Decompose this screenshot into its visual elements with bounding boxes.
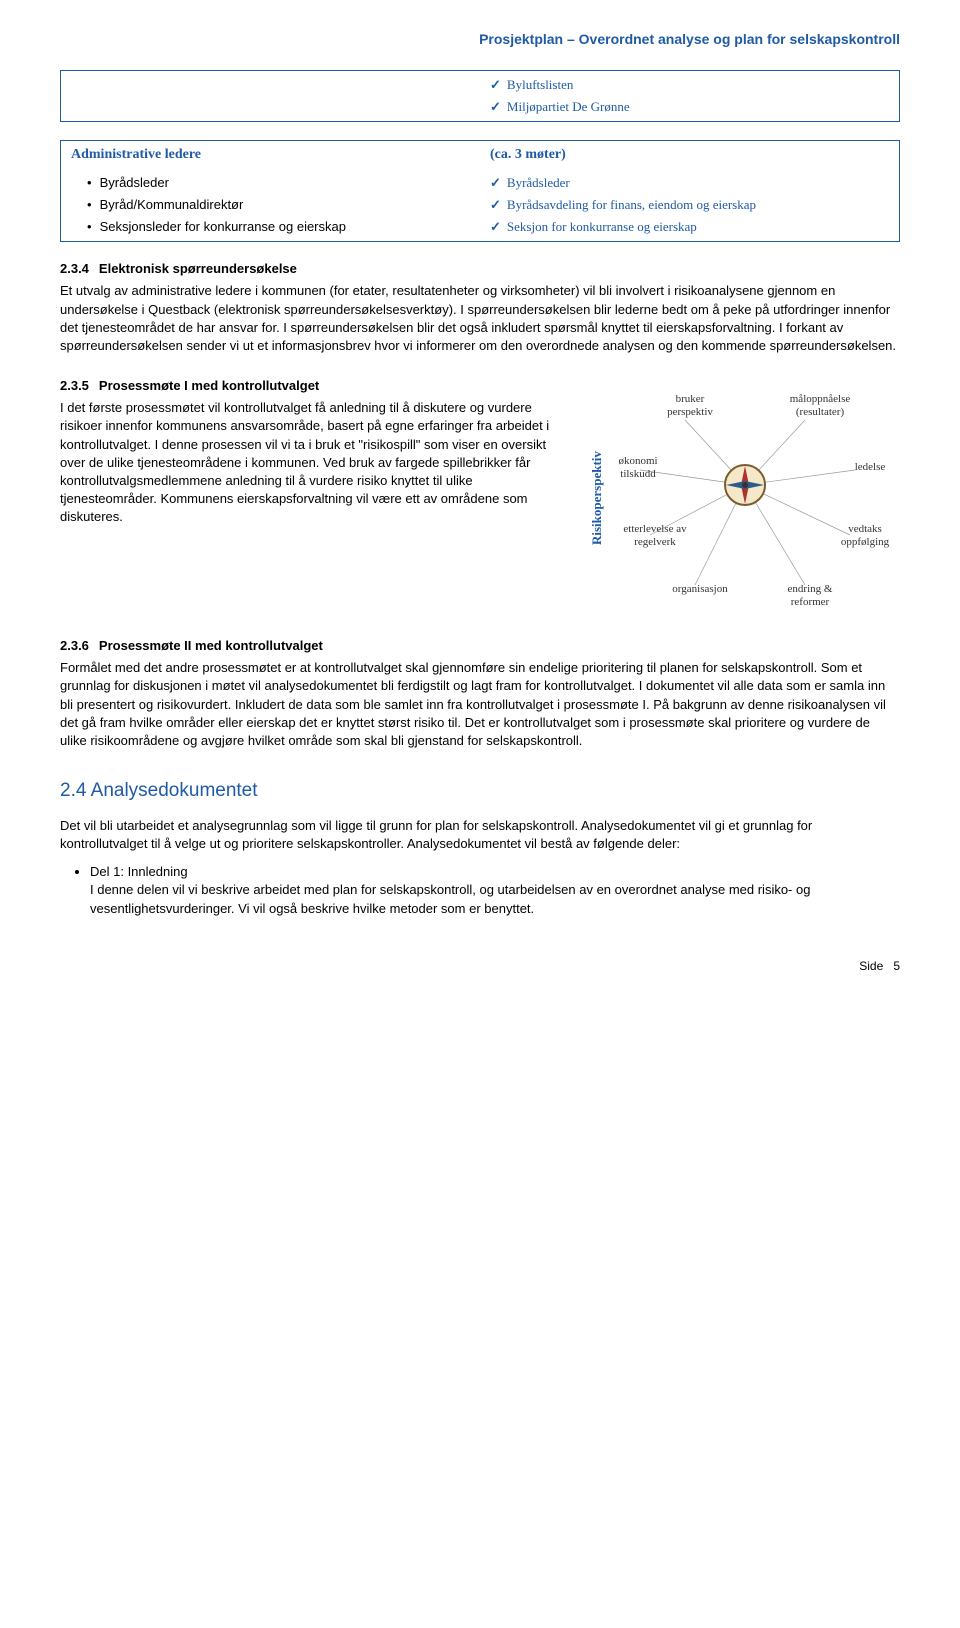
admin-left-item: Byråd/Kommunaldirektør	[71, 194, 470, 216]
risk-perspective-diagram: Risikoperspektiv	[580, 365, 900, 625]
admin-right-item: ✓Seksjon for konkurranse og eierskap	[490, 216, 889, 238]
bullet-title: Del 1: Innledning	[90, 864, 188, 879]
section-236-body: Formålet med det andre prosessmøtet er a…	[60, 659, 900, 750]
party-item: ✓Miljøpartiet De Grønne	[490, 96, 889, 118]
party-item: ✓Byluftslisten	[490, 74, 889, 96]
section-235-heading: 2.3.5Prosessmøte I med kontrollutvalget	[60, 377, 562, 395]
admin-left-item: Byrådsleder	[71, 172, 470, 194]
section-24-p1: Det vil bli utarbeidet et analysegrunnla…	[60, 817, 900, 853]
admin-left-item: Seksjonsleder for konkurranse og eierska…	[71, 216, 470, 238]
admin-right-item: ✓Byrådsavdeling for finans, eiendom og e…	[490, 194, 889, 216]
admin-right-item: ✓Byrådsleder	[490, 172, 889, 194]
diagram-label: vedtaks oppfølging	[830, 523, 900, 549]
section-234-heading: 2.3.4Elektronisk spørreundersøkelse	[60, 260, 900, 278]
diagram-label: bruker perspektiv	[655, 393, 725, 419]
admin-left-header: Administrative ledere	[61, 141, 480, 169]
diagram-label: måloppnåelse (resultater)	[775, 393, 865, 419]
diagram-label: organisasjon	[660, 583, 740, 596]
admin-right-header: (ca. 3 møter)	[480, 141, 899, 169]
section-24-heading: 2.4 Analysedokumentet	[60, 778, 900, 805]
diagram-label: etterlevelse av regelverk	[610, 523, 700, 549]
diagram-label: ledelse	[845, 461, 895, 474]
section-235-body: I det første prosessmøtet vil kontrollut…	[60, 399, 562, 526]
page-footer: Side 5	[60, 958, 900, 975]
section-24-bullets: Del 1: Innledning I denne delen vil vi b…	[90, 863, 900, 918]
section-234-body: Et utvalg av administrative ledere i kom…	[60, 282, 900, 355]
diagram-label: økonomi tilskudd	[608, 455, 668, 481]
party-label: Miljøpartiet De Grønne	[507, 98, 630, 116]
compass-icon	[720, 460, 770, 510]
admin-leaders-box: Administrative ledere (ca. 3 møter) Byrå…	[60, 140, 900, 242]
page-header: Prosjektplan – Overordnet analyse og pla…	[60, 30, 900, 50]
section-236-heading: 2.3.6Prosessmøte II med kontrollutvalget	[60, 637, 900, 655]
diagram-label: endring & reformer	[775, 583, 845, 609]
party-label: Byluftslisten	[507, 76, 573, 94]
bullet-body: I denne delen vil vi beskrive arbeidet m…	[90, 882, 810, 915]
party-list-box: ✓Byluftslisten ✓Miljøpartiet De Grønne	[60, 70, 900, 122]
